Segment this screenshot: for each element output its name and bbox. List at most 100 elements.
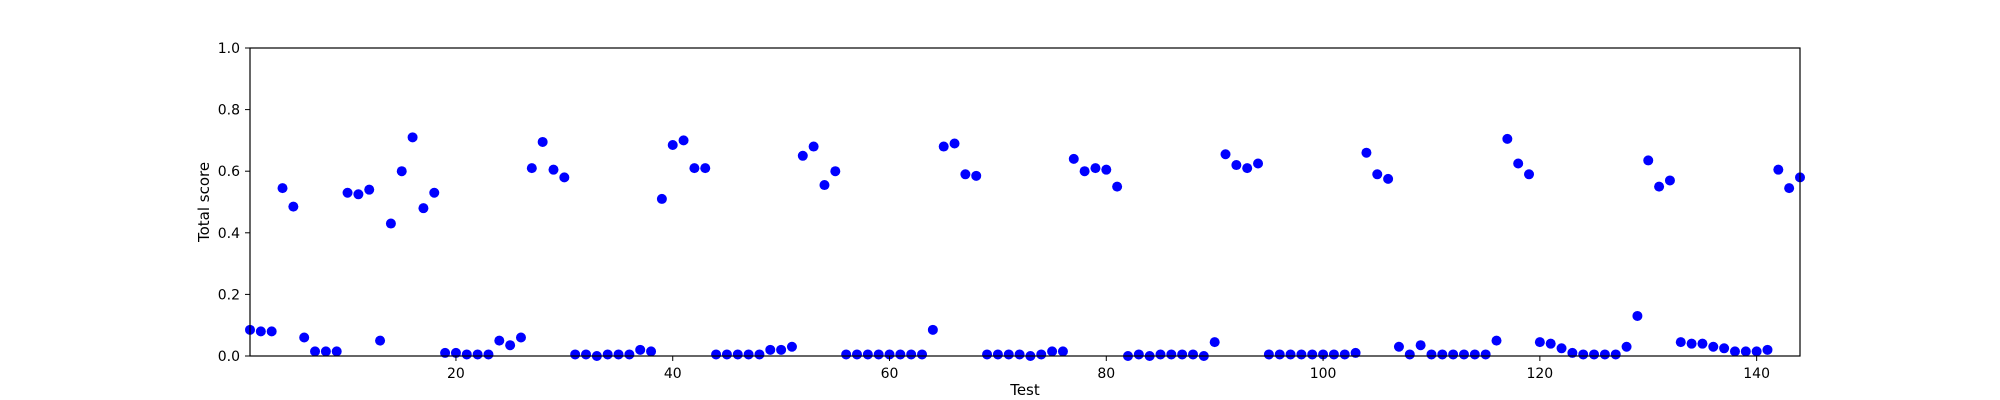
y-tick-label: 0.4 [218,226,240,242]
x-tick-label: 60 [881,366,899,382]
data-point [1166,349,1177,360]
data-point [364,184,375,195]
data-point [1599,349,1610,360]
data-point [1513,158,1524,169]
data-point [1469,349,1480,360]
data-point [1621,341,1632,352]
data-point [1675,337,1686,348]
data-point [873,349,884,360]
data-point [635,344,646,355]
data-point [1231,160,1242,171]
y-tick-label: 1.0 [218,41,240,57]
data-point [1437,349,1448,360]
data-point [884,349,895,360]
data-point [310,346,321,357]
plot-area [250,48,1800,356]
data-point [581,349,592,360]
data-point [320,346,331,357]
data-point [624,349,635,360]
data-point [819,180,830,191]
data-point [808,141,819,152]
data-point [1502,133,1513,144]
data-point [1762,344,1773,355]
x-axis-label: Test [1009,381,1040,399]
data-point [982,349,993,360]
data-point [895,349,906,360]
data-point [1524,169,1535,180]
data-point [678,135,689,146]
data-point [1361,147,1372,158]
data-point [1708,341,1719,352]
data-point [786,341,797,352]
x-tick-label: 80 [1097,366,1115,382]
data-point [266,326,277,337]
data-point [862,349,873,360]
x-tick-label: 40 [664,366,682,382]
data-point [656,193,667,204]
x-tick-label: 100 [1310,366,1337,382]
data-point [526,163,537,174]
data-point [353,189,364,200]
y-tick-label: 0.2 [218,287,240,303]
data-point [1014,349,1025,360]
data-point [721,349,732,360]
data-point [1545,338,1556,349]
data-point [1101,164,1112,175]
data-point [1242,163,1253,174]
data-point [1079,166,1090,177]
data-point [1480,349,1491,360]
data-point [1383,173,1394,184]
data-point [830,166,841,177]
data-point [1578,349,1589,360]
data-point [1415,340,1426,351]
plot-frame [249,47,1801,357]
data-point [689,163,700,174]
data-point [515,332,526,343]
data-point [385,218,396,229]
data-point [851,349,862,360]
data-point [841,349,852,360]
data-point [1036,349,1047,360]
data-point [299,332,310,343]
x-tick-label: 120 [1526,366,1553,382]
data-point [1274,349,1285,360]
data-point [548,164,559,175]
data-point [537,136,548,147]
data-point [375,335,386,346]
data-point [1328,349,1339,360]
data-point [1307,349,1318,360]
data-point [1188,349,1199,360]
data-point [396,166,407,177]
data-point [1719,343,1730,354]
data-point [472,349,483,360]
data-point [613,349,624,360]
data-point [1047,346,1058,357]
data-point [1177,349,1188,360]
data-point [1404,349,1415,360]
x-tick-label: 20 [447,366,465,382]
data-point [960,169,971,180]
y-axis-label: Total score [195,162,213,243]
data-point [732,349,743,360]
data-point [754,349,765,360]
data-point [1784,183,1795,194]
data-point [1112,181,1123,192]
data-point [797,150,808,161]
data-point [1491,335,1502,346]
data-point [700,163,711,174]
data-point [1773,164,1784,175]
data-point [1448,349,1459,360]
data-point [971,170,982,181]
y-tick-label: 0.8 [218,103,240,119]
data-point [559,172,570,183]
data-points [245,132,1805,361]
data-point [1643,155,1654,166]
data-point [505,340,516,351]
data-point [1556,343,1567,354]
data-point [949,138,960,149]
data-point [1372,169,1383,180]
data-point [1057,346,1068,357]
data-point [570,349,581,360]
data-point [1263,349,1274,360]
